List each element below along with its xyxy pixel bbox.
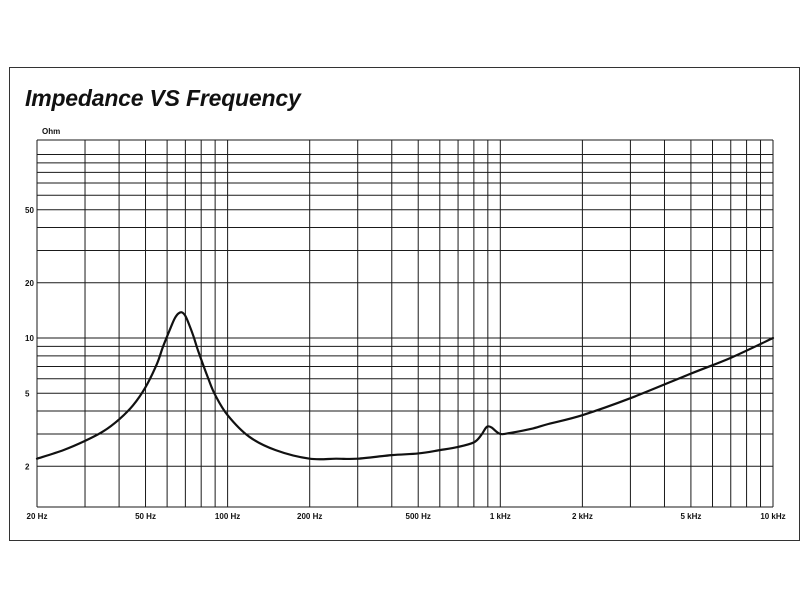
y-tick-label: 2	[25, 462, 30, 471]
chart-frame	[9, 67, 800, 541]
y-tick-label: 5	[25, 389, 30, 398]
y-tick-label: 50	[25, 206, 34, 215]
x-tick-label: 2 kHz	[572, 512, 593, 521]
chart-title: Impedance VS Frequency	[25, 85, 301, 111]
x-tick-label: 10 kHz	[760, 512, 785, 521]
x-tick-label: 100 Hz	[215, 512, 240, 521]
x-tick-label: 50 Hz	[135, 512, 156, 521]
x-tick-label: 5 kHz	[680, 512, 701, 521]
x-tick-label: 500 Hz	[406, 512, 431, 521]
tick-labels: 20 Hz 50 Hz 100 Hz 200 Hz 500 Hz 1 kHz 2 kHz 5 …	[25, 206, 786, 521]
y-tick-label: 20	[25, 279, 34, 288]
impedance-curve	[35, 311, 775, 461]
x-tick-label: 1 kHz	[490, 512, 511, 521]
x-tick-label: 20 Hz	[27, 512, 48, 521]
y-axis-unit-label: Ohm	[42, 127, 60, 136]
grid	[36, 139, 774, 508]
y-tick-label: 10	[25, 334, 34, 343]
x-tick-label: 200 Hz	[297, 512, 322, 521]
